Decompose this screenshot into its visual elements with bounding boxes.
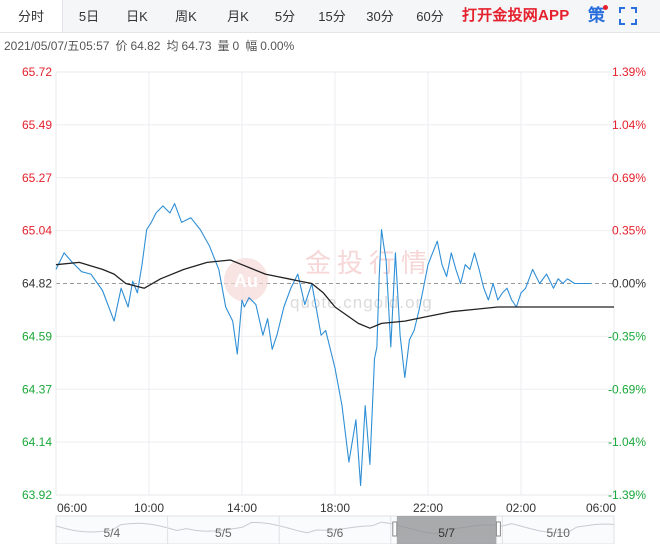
y-tick-left: 65.72: [22, 65, 52, 79]
x-tick: 02:00: [506, 501, 536, 515]
y-tick-left: 64.82: [22, 277, 52, 291]
x-tick: 14:00: [227, 501, 257, 515]
y-tick-left: 64.14: [22, 435, 52, 449]
y-tick-right: 1.04%: [612, 118, 646, 132]
series-lines: [55, 203, 614, 487]
navigator-selected-window: [396, 516, 497, 544]
y-tick-right: -1.04%: [608, 435, 646, 449]
navigator-date-label: 5/10: [547, 526, 571, 540]
volume-label: 量: [217, 39, 230, 53]
tab-30min[interactable]: 30分: [366, 9, 394, 24]
y-tick-right: 1.39%: [612, 65, 646, 79]
price-value: 64.82: [130, 39, 161, 53]
watermark-cn: 金投行情: [305, 249, 433, 279]
y-tick-left: 63.92: [22, 488, 52, 502]
open-app-link[interactable]: 打开金投网APP: [462, 7, 570, 24]
notification-dot: [603, 5, 608, 10]
tab-daily-k[interactable]: 日K: [126, 9, 148, 24]
y-tick-right: 0.00%: [612, 277, 646, 291]
navigator-track: [55, 515, 615, 544]
navigator-handle-left: [392, 521, 398, 537]
tab-15min[interactable]: 15分: [318, 9, 346, 24]
navigator-date-label: 5/6: [327, 526, 344, 540]
avg-label: 均: [166, 39, 179, 53]
volume-value: 0: [232, 39, 240, 53]
x-tick: 06:00: [57, 501, 87, 515]
date-navigator[interactable]: 5/4 5/5 5/6 5/7 5/10: [55, 515, 615, 544]
y-tick-right: -0.35%: [608, 329, 646, 343]
price-line: [55, 203, 591, 487]
y-tick-right: -0.69%: [608, 382, 646, 396]
y-tick-left: 65.27: [22, 171, 52, 185]
tab-5day[interactable]: 5日: [78, 9, 100, 24]
y-axis-right-labels: 1.39% 1.04% 0.69% 0.35% 0.00% -0.35% -0.69% -1.…: [608, 65, 646, 502]
navigator-date-label: 5/4: [103, 526, 120, 540]
strategy-button[interactable]: 策: [588, 6, 605, 25]
tab-intraday[interactable]: 分时: [0, 0, 63, 32]
plot-border: [55, 71, 615, 496]
y-axis-left-labels: 65.72 65.49 65.27 65.04 64.82 64.59 64.37 64.14…: [22, 65, 52, 502]
x-tick: 06:00: [586, 501, 616, 515]
tab-60min[interactable]: 60分: [416, 9, 444, 24]
x-tick: 18:00: [320, 501, 350, 515]
tab-weekly-k[interactable]: 周K: [175, 9, 197, 24]
avg-value: 64.73: [181, 39, 212, 53]
x-tick: 10:00: [134, 501, 164, 515]
y-tick-right: 0.69%: [612, 171, 646, 185]
y-tick-left: 65.49: [22, 118, 52, 132]
period-tab-bar: 分时 5日 日K 周K 月K 5分 15分 30分 60分 打开金投网APP 策: [0, 0, 660, 33]
navigator-handle-right: [495, 521, 501, 537]
quote-datetime: 2021/05/07/五05:57: [4, 39, 110, 53]
watermark-en: quote.cngold.org: [290, 293, 433, 312]
y-tick-left: 64.59: [22, 329, 52, 343]
tab-5min[interactable]: 5分: [274, 9, 296, 24]
y-tick-left: 65.04: [22, 224, 52, 238]
change-value: 0.00%: [260, 39, 295, 53]
y-tick-right: 0.35%: [612, 224, 646, 238]
svg-text:Au: Au: [234, 271, 258, 291]
x-axis-labels: 06:00 10:00 14:00 18:00 22:00 02:00 06:00: [57, 501, 616, 515]
navigator-date-label: 5/7: [438, 526, 455, 540]
average-line: [55, 259, 614, 329]
price-label: 价: [115, 39, 128, 53]
tab-monthly-k[interactable]: 月K: [227, 9, 249, 24]
navigator-date-label: 5/5: [215, 526, 232, 540]
watermark: Au 金投行情 quote.cngold.org: [224, 249, 433, 312]
watermark-logo: Au: [224, 258, 268, 302]
quote-info-bar: 2021/05/07/五05:57 价 64.82 均 64.73 量 0 幅 0.00%: [4, 38, 300, 54]
y-tick-right: -1.39%: [608, 488, 646, 502]
change-label: 幅: [245, 39, 258, 53]
x-tick: 22:00: [413, 501, 443, 515]
navigator-overview-line: [55, 521, 615, 535]
chart-grid: [55, 71, 615, 496]
fullscreen-icon[interactable]: [619, 7, 637, 25]
y-tick-left: 64.37: [22, 382, 52, 396]
